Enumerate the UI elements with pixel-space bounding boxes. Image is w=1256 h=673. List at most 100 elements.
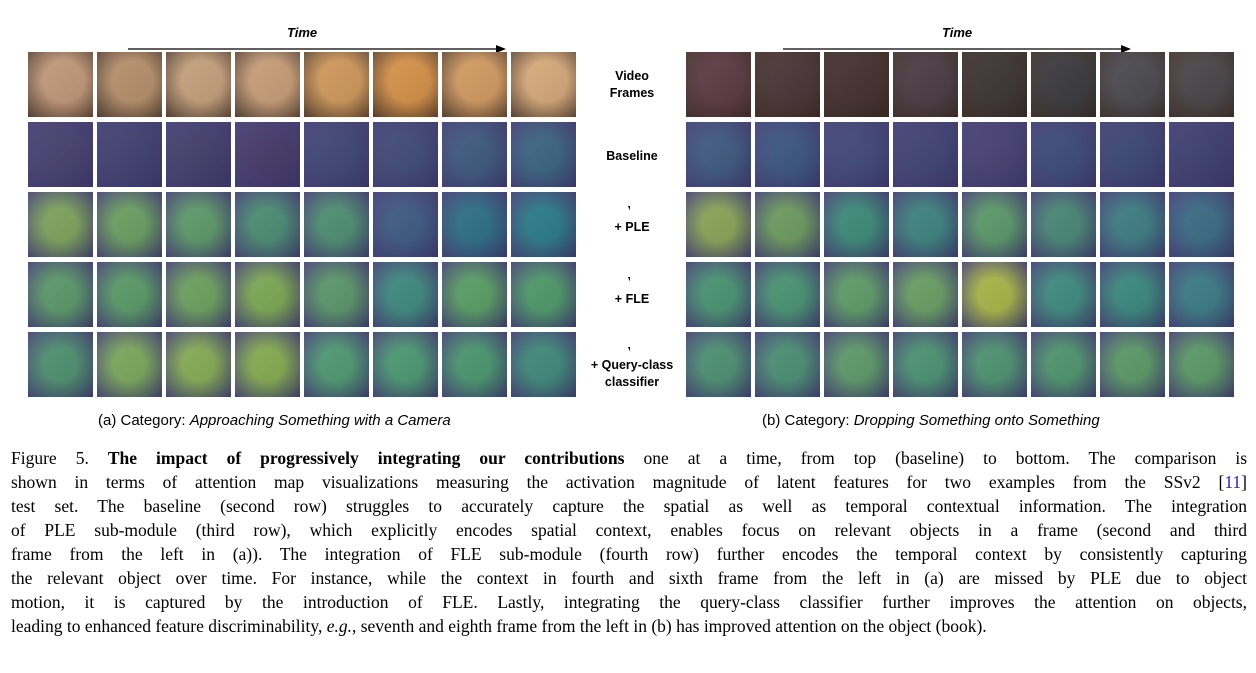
- video-frame: [1100, 52, 1165, 117]
- video-frame: [1169, 52, 1234, 117]
- attention-map-frame: [373, 192, 438, 257]
- attention-map-frame: [686, 122, 751, 187]
- attention-map-frame: [686, 262, 751, 327]
- attention-map-frame: [1169, 192, 1234, 257]
- attention-map-frame: [28, 332, 93, 397]
- attention-map-frame: [1100, 332, 1165, 397]
- caption-line-5: frame from the left in (a)). The integra…: [11, 544, 1247, 564]
- attention-map-frame: [235, 332, 300, 397]
- video-frame: [1031, 52, 1096, 117]
- video-frame: [824, 52, 889, 117]
- attention-map-frame: [893, 262, 958, 327]
- caption-text: leading to enhanced feature discriminabi…: [11, 616, 327, 636]
- attention-map-frame: [893, 192, 958, 257]
- attention-map-frame: [824, 122, 889, 187]
- attention-map-frame: [235, 122, 300, 187]
- caption-line-8: leading to enhanced feature discriminabi…: [11, 614, 1247, 638]
- panel-a-caption-prefix: (a) Category:: [98, 412, 190, 429]
- attention-map-frame: [511, 332, 576, 397]
- label-fle: + FLE: [614, 292, 650, 306]
- caption-text: ]: [1241, 472, 1247, 492]
- label-qcc-line1: + Query-class: [590, 358, 674, 372]
- attention-map-frame: [1169, 332, 1234, 397]
- time-label-a: Time: [287, 25, 318, 40]
- label-video-frames: Video Frames: [586, 68, 678, 102]
- video-frame: [97, 52, 162, 117]
- video-frame: [28, 52, 93, 117]
- attention-map-frame: [1031, 332, 1096, 397]
- label-video-line2: Frames: [609, 86, 655, 100]
- frame-grid-b: [686, 52, 1234, 402]
- label-qcc-line2: classifier: [604, 375, 660, 389]
- video-frame: [304, 52, 369, 117]
- attention-map-frame: [28, 262, 93, 327]
- row-baseline-a: [28, 122, 576, 187]
- caption-line-2: shown in terms of attention map visualiz…: [11, 470, 1247, 494]
- down-arrow-1: [628, 206, 630, 211]
- attention-map-frame: [962, 192, 1027, 257]
- attention-map-frame: [755, 332, 820, 397]
- panel-a-caption: (a) Category: Approaching Something with…: [98, 412, 451, 429]
- row-baseline-b: [686, 122, 1234, 187]
- video-frame: [442, 52, 507, 117]
- attention-map-frame: [893, 122, 958, 187]
- video-frame: [235, 52, 300, 117]
- attention-map-frame: [824, 192, 889, 257]
- down-arrow-3: [628, 347, 630, 352]
- video-frame: [511, 52, 576, 117]
- attention-map-frame: [755, 192, 820, 257]
- caption-line-6: the relevant object over time. For insta…: [11, 568, 1247, 588]
- attention-map-frame: [893, 332, 958, 397]
- attention-map-frame: [686, 192, 751, 257]
- caption-figure-number: Figure 5.: [11, 448, 108, 468]
- attention-map-frame: [755, 122, 820, 187]
- video-frame: [962, 52, 1027, 117]
- attention-map-frame: [1100, 192, 1165, 257]
- attention-map-frame: [166, 332, 231, 397]
- caption-text: one at a time, from top (baseline) to bo…: [624, 448, 1248, 468]
- attention-map-frame: [166, 262, 231, 327]
- time-arrow-b: [783, 45, 1131, 53]
- attention-map-frame: [304, 332, 369, 397]
- video-frame: [755, 52, 820, 117]
- frame-grid-a: [28, 52, 576, 402]
- attention-map-frame: [1031, 122, 1096, 187]
- attention-map-frame: [962, 122, 1027, 187]
- attention-map-frame: [962, 262, 1027, 327]
- attention-map-frame: [824, 262, 889, 327]
- row-fle-a: [28, 262, 576, 327]
- attention-map-frame: [304, 192, 369, 257]
- attention-map-frame: [97, 192, 162, 257]
- video-frame: [893, 52, 958, 117]
- down-arrow-2: [628, 277, 630, 282]
- label-baseline: Baseline: [606, 149, 658, 163]
- row-ple-a: [28, 192, 576, 257]
- row-qcc-b: [686, 332, 1234, 397]
- caption-italic-eg: e.g.: [326, 616, 352, 636]
- caption-bold-title: The impact of progressively integrating …: [107, 448, 625, 468]
- attention-map-frame: [1169, 262, 1234, 327]
- citation-link[interactable]: 11: [1224, 472, 1242, 492]
- video-frame: [373, 52, 438, 117]
- caption-text: , seventh and eighth frame from the left…: [351, 616, 987, 636]
- attention-map-frame: [686, 332, 751, 397]
- panel-a-category: Approaching Something with a Camera: [189, 412, 451, 429]
- attention-map-frame: [373, 332, 438, 397]
- panel-b-caption-prefix: (b) Category:: [762, 412, 854, 429]
- attention-map-frame: [1031, 192, 1096, 257]
- attention-map-frame: [1100, 262, 1165, 327]
- caption-line-7: motion, it is captured by the introducti…: [11, 592, 1247, 612]
- row-video-b: [686, 52, 1234, 117]
- attention-map-frame: [442, 262, 507, 327]
- attention-map-frame: [235, 192, 300, 257]
- time-arrow-a: [128, 45, 506, 53]
- caption-line-3: test set. The baseline (second row) stru…: [11, 496, 1247, 516]
- caption-line-1: Figure 5. The impact of progressively in…: [11, 446, 1247, 470]
- panel-b-category: Dropping Something onto Something: [853, 412, 1100, 429]
- row-video-a: [28, 52, 576, 117]
- attention-map-frame: [235, 262, 300, 327]
- attention-map-frame: [442, 122, 507, 187]
- attention-map-frame: [511, 192, 576, 257]
- attention-map-frame: [97, 122, 162, 187]
- attention-map-frame: [962, 332, 1027, 397]
